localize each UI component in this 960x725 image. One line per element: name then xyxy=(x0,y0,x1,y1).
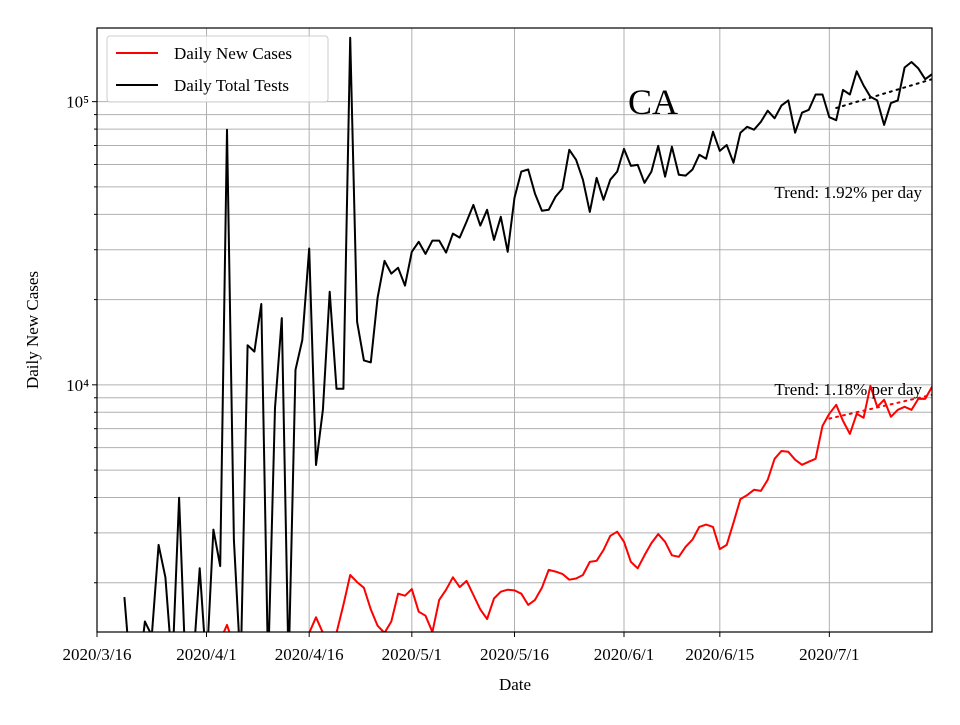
ticks: 2020/3/16 2020/4/1 2020/4/16 2020/5/1 2020/5… xyxy=(63,93,860,664)
x-tick-label: 2020/6/15 xyxy=(685,645,754,664)
legend-box xyxy=(106,35,329,103)
x-tick-label: 2020/4/16 xyxy=(275,645,344,664)
series-line xyxy=(123,36,932,632)
x-tick-label: 2020/5/1 xyxy=(382,645,442,664)
x-axis-label: Date xyxy=(499,675,531,694)
plot-lines xyxy=(123,36,932,632)
x-tick-label: 2020/4/1 xyxy=(176,645,236,664)
y-tick-label: 10⁴ xyxy=(66,376,89,395)
grid xyxy=(96,28,932,632)
y-tick-label: 10⁵ xyxy=(66,93,89,112)
trend-annotation: Trend: 1.92% per day xyxy=(774,183,922,202)
y-axis-label: Daily New Cases xyxy=(23,271,42,389)
x-tick-label: 2020/3/16 xyxy=(63,645,132,664)
legend-label: Daily Total Tests xyxy=(174,76,289,95)
legend-label: Daily New Cases xyxy=(174,44,292,63)
trend-line xyxy=(835,78,932,109)
trend-annotation: Trend: 1.18% per day xyxy=(774,380,922,399)
x-tick-label: 2020/6/1 xyxy=(594,645,654,664)
chart-title: CA xyxy=(628,82,678,122)
series-line xyxy=(222,384,932,632)
x-tick-label: 2020/7/1 xyxy=(799,645,859,664)
legend: Daily New Cases Daily Total Tests xyxy=(106,35,329,103)
x-tick-label: 2020/5/16 xyxy=(480,645,549,664)
